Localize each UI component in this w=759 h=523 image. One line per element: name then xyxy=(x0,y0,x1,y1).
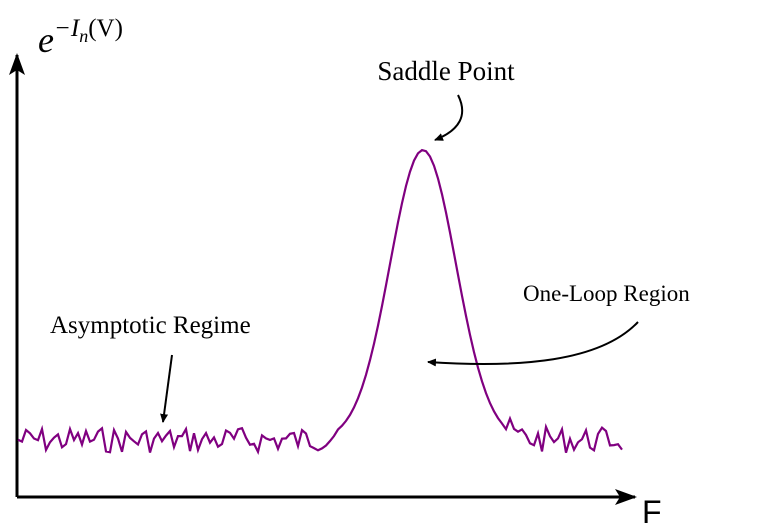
y-axis-label: e−In(V) xyxy=(38,15,123,60)
saddle-label: Saddle Point xyxy=(377,56,515,86)
x-axis-label: F xyxy=(642,494,662,523)
saddle-arrow xyxy=(434,94,464,141)
asymptotic-label: Asymptotic Regime xyxy=(50,312,251,339)
curve xyxy=(17,148,623,455)
one-loop-arrow xyxy=(427,321,639,367)
one-loop-label: One-Loop Region xyxy=(523,281,690,306)
asymptotic-arrow xyxy=(160,354,173,423)
